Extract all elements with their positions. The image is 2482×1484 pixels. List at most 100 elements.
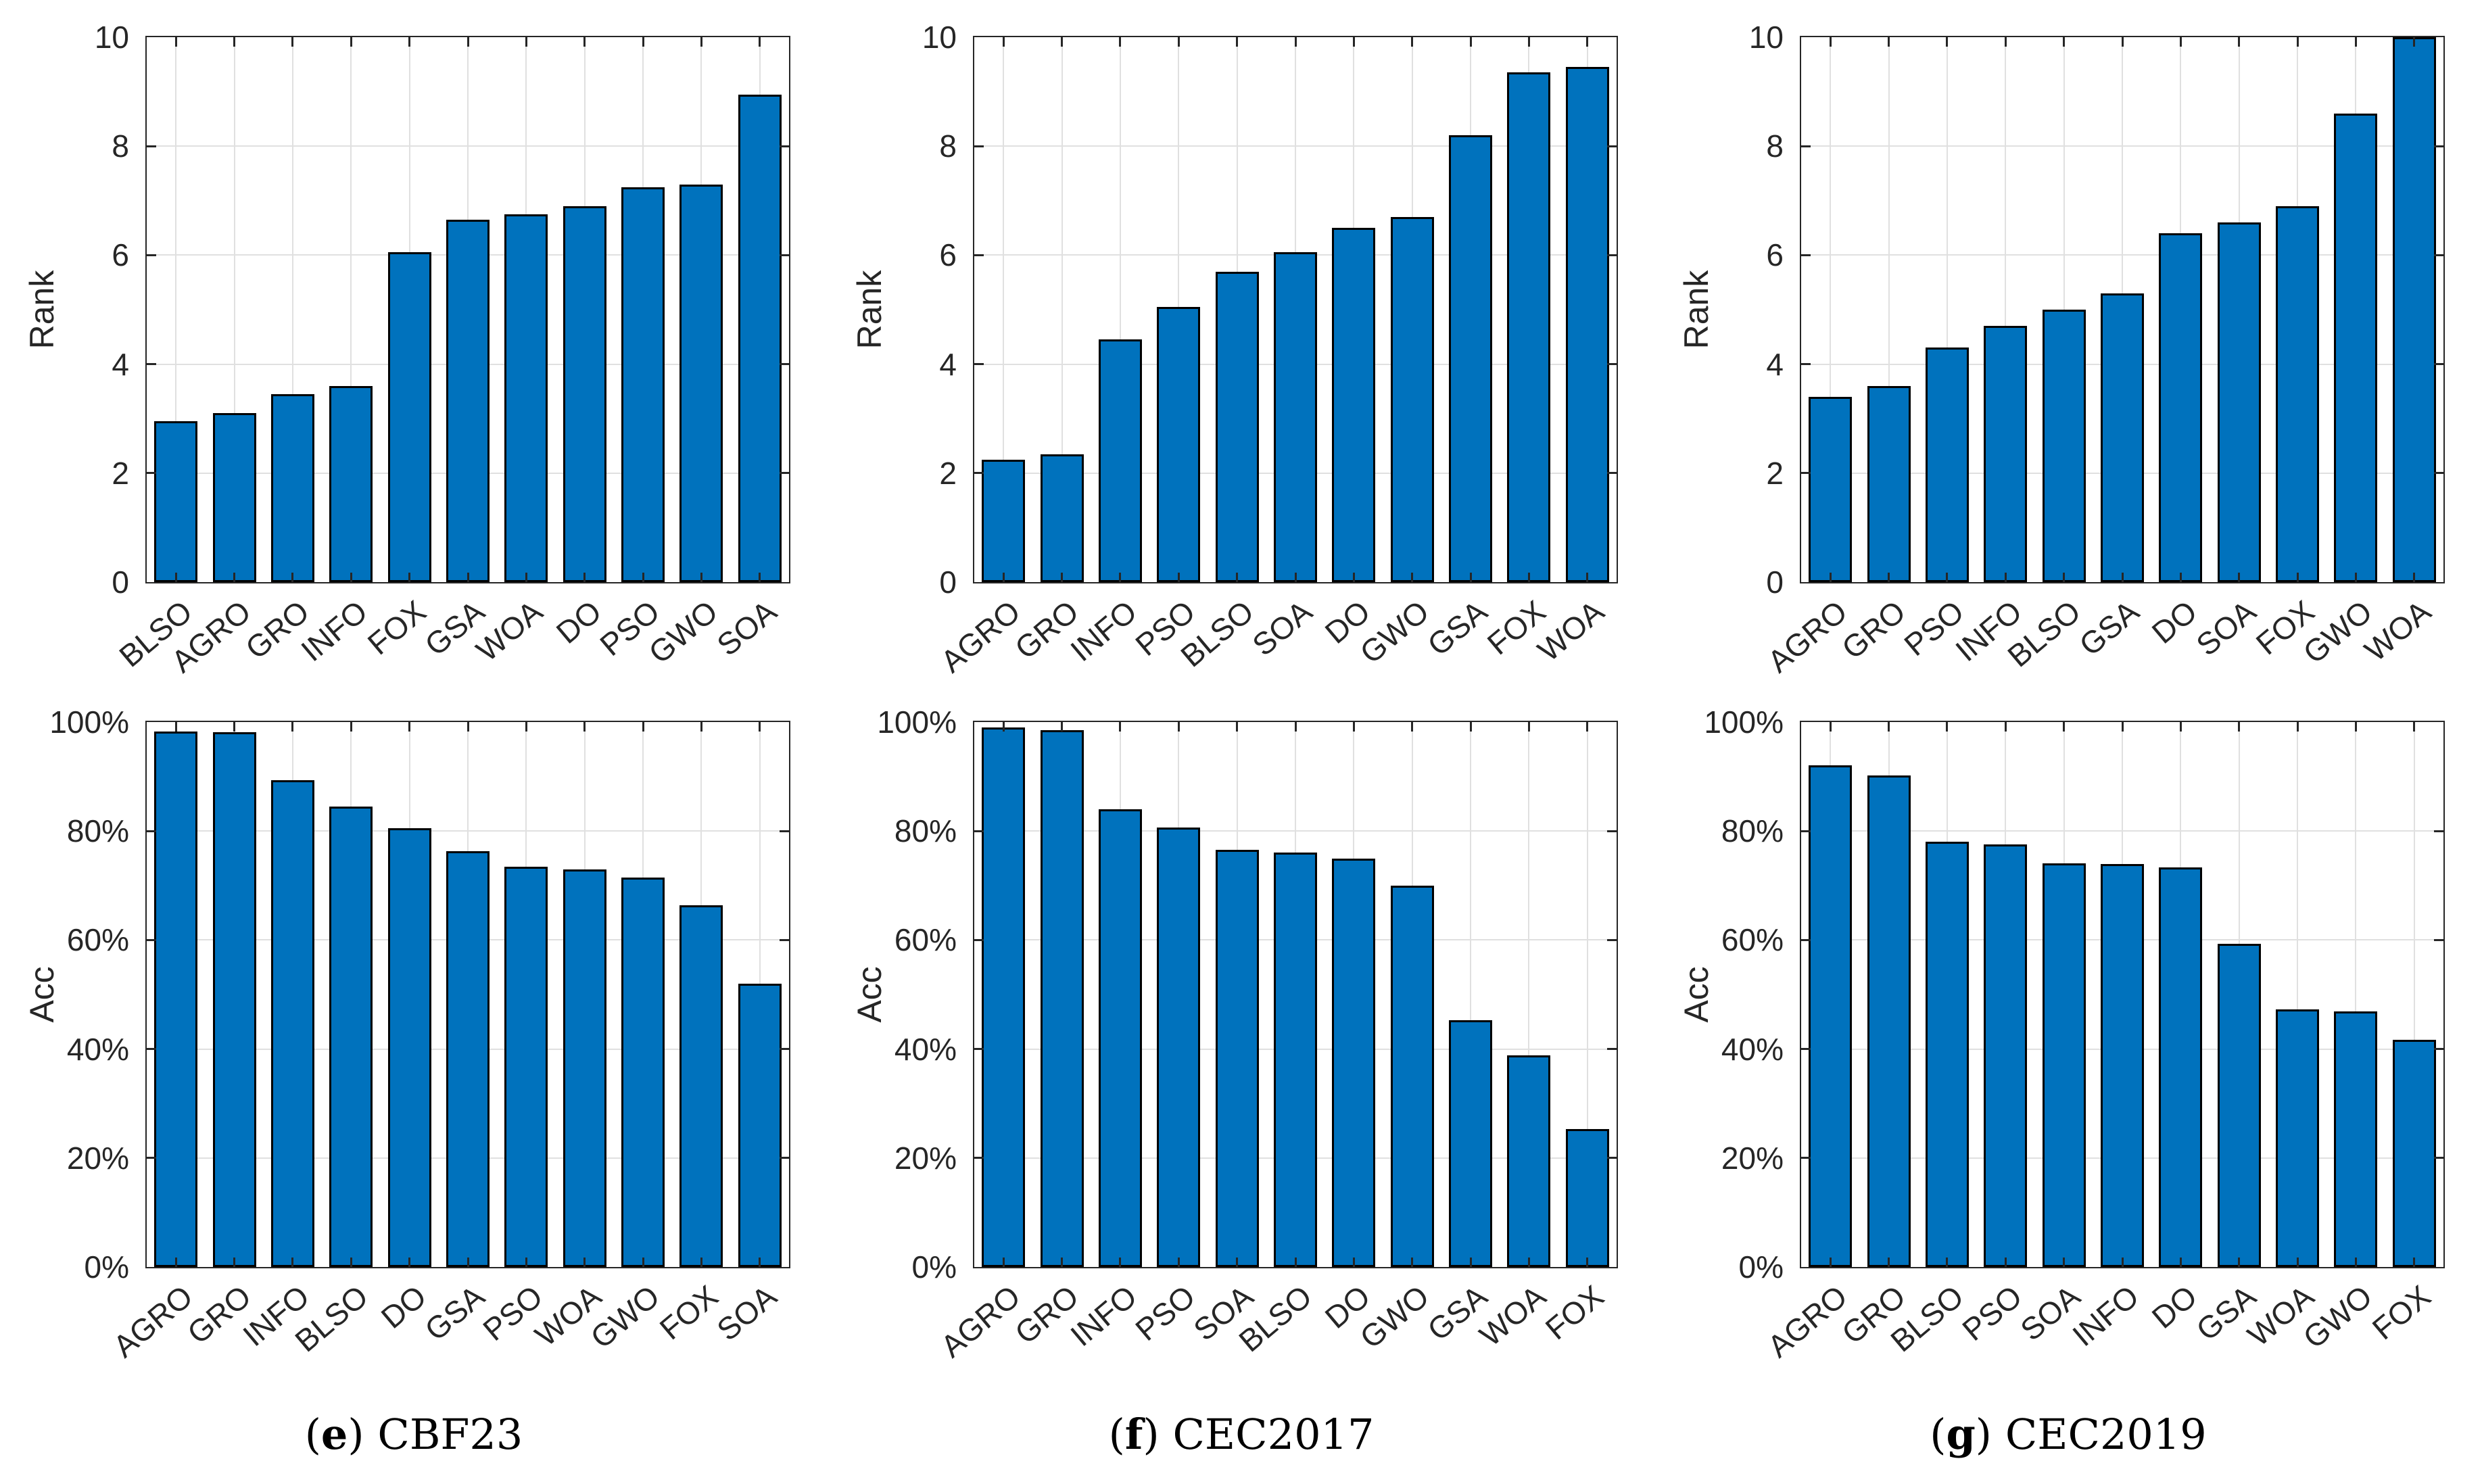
x-tick-mark (642, 1258, 644, 1267)
bar-pso (1984, 844, 2028, 1267)
x-tick-label: INFO (1064, 1278, 1143, 1354)
x-tick-mark (1888, 37, 1890, 47)
y-tick-mark (974, 363, 984, 366)
bar-agro (1809, 765, 1853, 1267)
x-tick-mark (700, 573, 702, 582)
x-tick-mark (1469, 1258, 1472, 1267)
bar-info (2101, 864, 2144, 1267)
x-tick-mark (2238, 1258, 2241, 1267)
y-tick-mark (974, 254, 984, 256)
x-tick-mark (2354, 1258, 2357, 1267)
x-tick-mark (408, 573, 411, 582)
y-tick-label: 8 (939, 128, 957, 164)
y-tick-label: 0 (112, 565, 129, 600)
gridline-v (1470, 722, 1472, 1267)
bar-gsa (446, 220, 490, 582)
x-tick-mark (1352, 722, 1355, 732)
caption-title: CBF23 (377, 1410, 523, 1459)
plot-area (1800, 36, 2445, 583)
x-tick-mark (233, 37, 236, 47)
y-tick-mark (2434, 472, 2443, 475)
bar-chart-rank-cec2019: AGRO GRO PSO INFO BLSO GSA DO SOA FOX GWO WOA 0 2 4 6 8… (1654, 0, 2482, 717)
x-tick-label: GRO (239, 593, 316, 666)
y-tick-mark (1607, 363, 1617, 366)
y-tick-label: 40% (66, 1031, 129, 1067)
x-tick-mark (1061, 573, 1064, 582)
y-tick-label: 6 (1766, 237, 1784, 273)
x-tick-label: PSO (1955, 1278, 2029, 1348)
x-tick-label: GSA (2072, 593, 2146, 663)
y-axis-label: Rank (1677, 270, 1715, 350)
x-tick-mark (291, 1258, 294, 1267)
x-tick-mark (2004, 1258, 2007, 1267)
plot-area (145, 721, 790, 1268)
bar-agro (982, 727, 1026, 1267)
y-tick-label: 0% (911, 1249, 957, 1285)
x-tick-mark (642, 573, 644, 582)
x-tick-label: SOA (2189, 593, 2262, 663)
x-tick-mark (233, 722, 236, 732)
x-tick-mark (1946, 37, 1949, 47)
x-tick-label: FOX (652, 1278, 725, 1347)
bar-do (563, 206, 606, 582)
bar-woa (1507, 1055, 1551, 1267)
bar-blso (1925, 842, 1969, 1267)
x-tick-label: SOA (1245, 593, 1319, 663)
x-tick-mark (2296, 37, 2299, 47)
y-tick-label: 40% (894, 1031, 957, 1067)
x-tick-mark (1411, 1258, 1414, 1267)
x-tick-mark (1946, 573, 1949, 582)
x-tick-label: FOX (2366, 1278, 2437, 1347)
y-tick-mark (1801, 1048, 1811, 1051)
gridline-v (1003, 37, 1005, 582)
x-tick-mark (2063, 573, 2066, 582)
x-tick-mark (1352, 1258, 1355, 1267)
x-tick-mark (174, 37, 177, 47)
x-tick-mark (1946, 722, 1949, 732)
x-tick-mark (350, 37, 352, 47)
x-tick-mark (2238, 37, 2241, 47)
bar-soa (2217, 222, 2261, 582)
bar-gwo (2334, 1011, 2378, 1267)
y-tick-mark (780, 830, 789, 832)
y-tick-mark (780, 254, 789, 256)
x-tick-mark (2296, 722, 2299, 732)
bar-info (329, 385, 373, 582)
bar-pso (1157, 827, 1201, 1267)
bar-soa (1215, 849, 1259, 1267)
bar-fox (387, 252, 431, 582)
x-tick-label: WOA (1531, 593, 1610, 669)
bar-woa (2392, 37, 2436, 582)
y-tick-label: 2 (112, 455, 129, 491)
bar-do (387, 828, 431, 1267)
gridline-v (1119, 37, 1121, 582)
x-tick-mark (467, 37, 469, 47)
x-tick-mark (525, 573, 527, 582)
x-tick-mark (583, 1258, 586, 1267)
y-tick-mark (2434, 1048, 2443, 1051)
y-tick-label: 60% (66, 922, 129, 958)
bar-gro (1867, 775, 1911, 1267)
y-tick-label: 6 (939, 237, 957, 273)
x-tick-mark (1294, 573, 1297, 582)
gridline-v (1061, 37, 1063, 582)
bar-chart-acc-cec2017: AGRO GRO INFO PSO SOA BLSO DO GWO GSA WOA FOX 0% 20%… (828, 704, 1655, 1484)
x-tick-mark (2121, 37, 2124, 47)
y-tick-mark (2434, 830, 2443, 832)
bar-do (2159, 867, 2203, 1267)
bar-gro (270, 393, 314, 582)
x-tick-mark (1527, 1258, 1530, 1267)
bar-agro (212, 413, 256, 582)
bar-gro (1867, 385, 1911, 582)
y-tick-mark (2434, 363, 2443, 366)
x-tick-mark (700, 37, 702, 47)
x-tick-mark (2413, 573, 2416, 582)
bar-chart-rank-cbf23: BLSO AGRO GRO INFO FOX GSA WOA DO PSO GWO SOA 0 2 4 6 8… (0, 0, 828, 717)
caption-paren-close: ) (1975, 1410, 1992, 1459)
bar-blso (1215, 271, 1259, 582)
x-tick-mark (1527, 37, 1530, 47)
x-tick-label: WOA (469, 593, 550, 669)
bar-chart-rank-cec2017: AGRO GRO INFO PSO BLSO SOA DO GWO GSA FOX WOA 0 2 4 6 8… (828, 0, 1655, 717)
x-tick-mark (583, 573, 586, 582)
y-tick-label: 80% (1721, 813, 1784, 849)
